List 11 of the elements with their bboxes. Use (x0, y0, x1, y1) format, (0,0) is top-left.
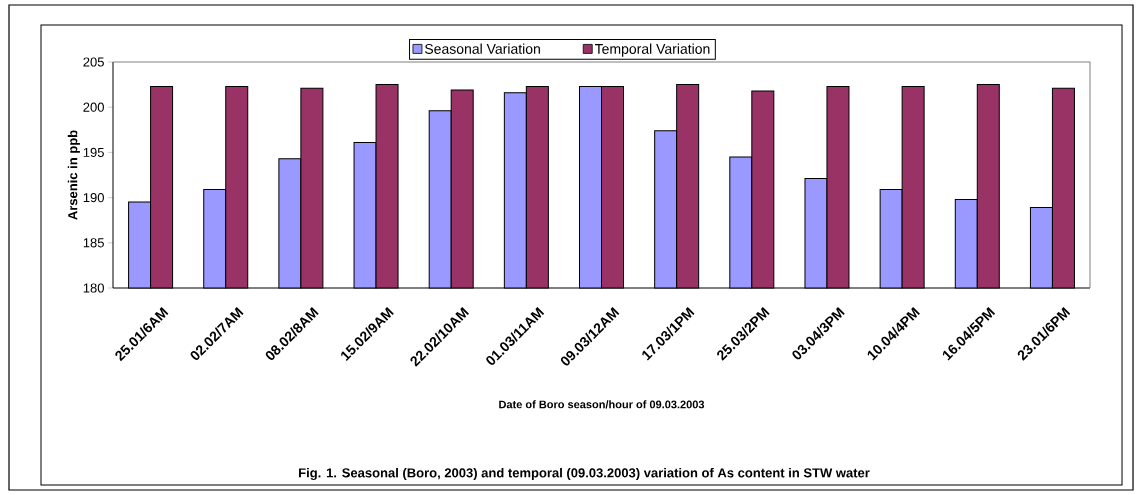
y-tick-label: 180 (83, 283, 104, 293)
y-tick-label: 185 (83, 238, 104, 248)
y-tick-label: 195 (83, 147, 104, 157)
y-tick-label: 190 (83, 192, 104, 203)
x-axis-title: Date of Boro season/hour of 09.03.2003 (499, 400, 705, 409)
y-tick-label: 200 (83, 102, 104, 112)
y-tick-label: 205 (83, 57, 104, 67)
legend-label: Seasonal Variation (424, 43, 540, 54)
caption: Fig. 1. Seasonal (Boro, 2003) and temporal (09.03.2003) variation of As content in STW water (299, 467, 870, 481)
y-axis-title: Arsenic in ppb (67, 130, 80, 220)
legend-label: Temporal Variation (594, 43, 710, 57)
